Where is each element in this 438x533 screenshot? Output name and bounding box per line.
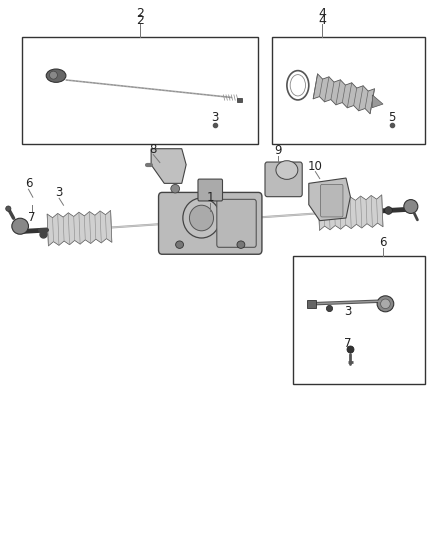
Bar [237,98,242,102]
Polygon shape [151,149,186,183]
Ellipse shape [381,299,390,309]
Ellipse shape [6,206,11,211]
Polygon shape [309,178,350,221]
Ellipse shape [183,198,220,238]
Text: 6: 6 [25,177,32,190]
Text: 7: 7 [344,337,352,350]
Text: 1: 1 [206,191,214,204]
Text: 3: 3 [211,111,218,124]
Text: 8: 8 [150,143,157,156]
Ellipse shape [49,71,57,79]
Text: 9: 9 [274,144,282,157]
Bar [307,300,316,308]
Polygon shape [313,74,374,114]
Bar [293,256,425,384]
Polygon shape [318,195,383,230]
Text: 4: 4 [318,7,326,20]
Text: 4: 4 [318,14,326,27]
Bar [272,37,425,144]
FancyBboxPatch shape [198,179,223,201]
Text: 2: 2 [136,14,144,27]
FancyBboxPatch shape [159,192,262,254]
Text: 7: 7 [28,211,35,224]
Ellipse shape [276,161,298,180]
FancyBboxPatch shape [217,199,256,247]
Ellipse shape [171,184,180,193]
FancyBboxPatch shape [321,184,343,217]
Ellipse shape [404,199,418,213]
FancyBboxPatch shape [265,162,302,197]
Ellipse shape [12,218,28,234]
Polygon shape [372,95,383,108]
Bar [22,37,258,144]
Ellipse shape [176,241,184,248]
Polygon shape [47,211,112,246]
Text: 3: 3 [56,187,63,199]
Text: 2: 2 [136,7,144,20]
Text: 5: 5 [389,111,396,124]
Ellipse shape [189,205,213,231]
Ellipse shape [377,296,394,312]
Text: 6: 6 [379,236,387,249]
Text: 10: 10 [308,160,323,173]
Ellipse shape [46,69,66,82]
Text: 3: 3 [345,305,352,318]
Ellipse shape [237,241,245,248]
